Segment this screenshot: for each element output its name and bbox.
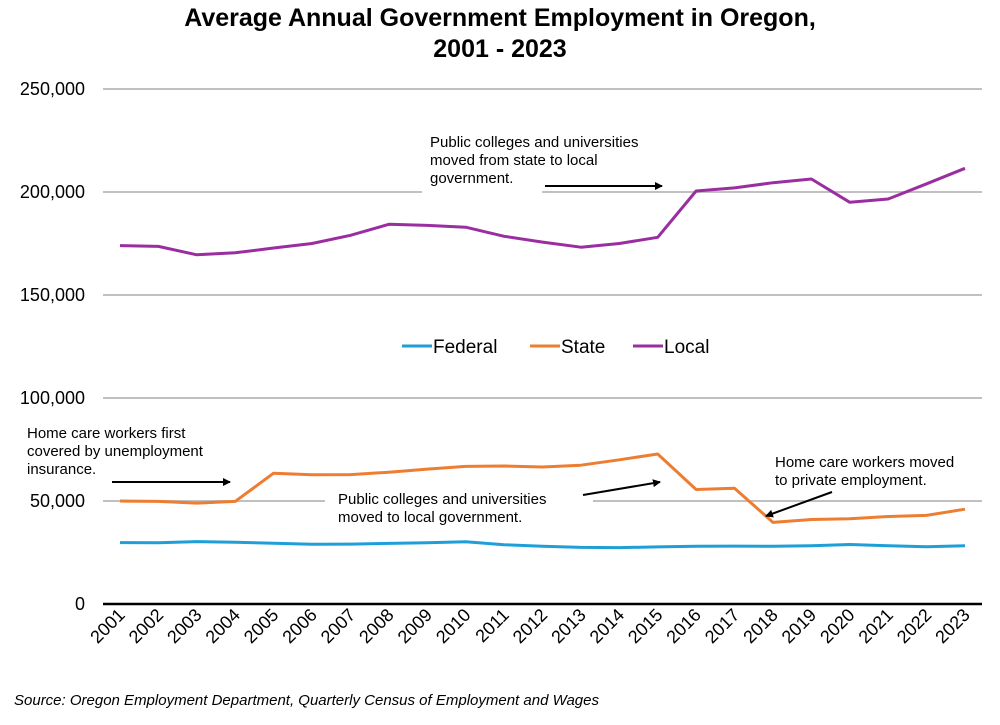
y-tick-label: 100,000 xyxy=(20,388,85,408)
x-tick-label: 2015 xyxy=(624,605,666,647)
annotation-arrow xyxy=(765,491,833,518)
annotation-line: insurance. xyxy=(27,461,96,478)
chart-title: Average Annual Government Employment in … xyxy=(0,3,1000,65)
annotations: Public colleges and universities moved fr… xyxy=(27,134,954,526)
legend-label-local: Local xyxy=(664,337,709,358)
x-tick-label: 2012 xyxy=(509,605,551,647)
legend-label-state: State xyxy=(561,337,605,358)
x-tick-label: 2011 xyxy=(471,605,513,647)
source-note: Source: Oregon Employment Department, Qu… xyxy=(14,692,599,709)
x-tick-label: 2001 xyxy=(86,605,128,647)
annotation-line: Public colleges and universities xyxy=(338,491,546,508)
y-tick-label: 250,000 xyxy=(20,79,85,99)
y-tick-label: 200,000 xyxy=(20,182,85,202)
annotation-line: moved to local government. xyxy=(338,509,522,526)
x-tick-label: 2007 xyxy=(317,605,359,647)
x-tick-label: 2022 xyxy=(893,605,935,647)
label-background xyxy=(422,180,542,196)
annotation-line: Home care workers first xyxy=(27,425,186,442)
x-tick-label: 2008 xyxy=(355,605,397,647)
annotation-homecare-first: Home care workers first covered by unempl… xyxy=(27,425,204,478)
gridlines xyxy=(103,88,982,606)
annotation-state-shift: Public colleges and universities moved to… xyxy=(338,491,546,526)
x-tick-label: 2003 xyxy=(163,605,205,647)
y-tick-label: 50,000 xyxy=(30,491,85,511)
legend-label-federal: Federal xyxy=(433,337,497,358)
x-tick-label: 2009 xyxy=(394,605,436,647)
annotation-line: covered by unemployment xyxy=(27,443,204,460)
series-line-federal xyxy=(119,540,966,550)
series-line-local xyxy=(119,166,966,257)
y-tick-label: 0 xyxy=(75,594,85,614)
x-tick-label: 2013 xyxy=(547,605,589,647)
x-tick-label: 2004 xyxy=(202,605,244,647)
annotation-line: Public colleges and universities xyxy=(430,134,638,151)
series-lines xyxy=(119,166,966,550)
x-tick-label: 2006 xyxy=(278,605,320,647)
annotation-line: Home care workers moved xyxy=(775,454,954,471)
y-axis-ticks: 0 50,000 100,000 150,000 200,000 250,000 xyxy=(20,79,85,614)
x-tick-label: 2010 xyxy=(432,605,474,647)
annotation-homecare-moved: Home care workers moved to private employ… xyxy=(775,454,954,489)
legend: Federal State Local xyxy=(402,337,709,358)
chart-title-line-2: 2001 - 2023 xyxy=(433,35,567,63)
x-tick-label: 2005 xyxy=(240,605,282,647)
y-tick-label: 150,000 xyxy=(20,285,85,305)
x-axis-ticks: 2001200220032004200520062007200820092010… xyxy=(86,605,973,647)
annotation-line: to private employment. xyxy=(775,472,927,489)
x-tick-label: 2018 xyxy=(739,605,781,647)
x-tick-label: 2017 xyxy=(701,605,743,647)
annotation-line: moved from state to local xyxy=(430,152,598,169)
x-tick-label: 2014 xyxy=(586,605,628,647)
annotation-line: government. xyxy=(430,170,513,187)
x-tick-label: 2023 xyxy=(931,605,973,647)
label-background xyxy=(325,492,593,532)
annotation-arrow xyxy=(582,479,661,496)
x-tick-label: 2021 xyxy=(855,605,897,647)
series-line-state xyxy=(119,452,966,524)
annotation-local-shift: Public colleges and universities moved fr… xyxy=(430,134,638,187)
x-tick-label: 2002 xyxy=(125,605,167,647)
x-tick-label: 2016 xyxy=(663,605,705,647)
x-tick-label: 2020 xyxy=(816,605,858,647)
x-tick-label: 2019 xyxy=(778,605,820,647)
chart-title-line-1: Average Annual Government Employment in … xyxy=(184,4,816,32)
